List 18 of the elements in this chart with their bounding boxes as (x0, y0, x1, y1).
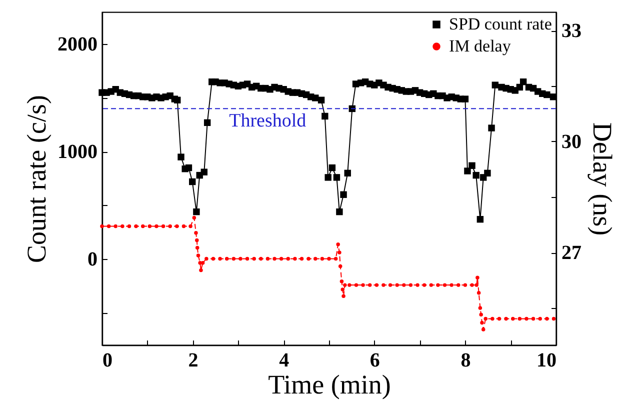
x-tick-label: 4 (279, 350, 290, 372)
x-tick-label: 2 (188, 350, 198, 372)
y2-tick-label: 27 (562, 242, 582, 264)
legend-label: IM delay (449, 36, 512, 56)
legend-label: SPD count rate (449, 14, 552, 34)
y-tick-label: 1000 (58, 141, 98, 164)
x-tick-label: 0 (102, 350, 112, 372)
x-tick-label: 6 (370, 350, 380, 372)
y-tick-label: 0 (88, 248, 98, 271)
ref-line-label: Threshold (229, 110, 307, 132)
x-tick-label: 8 (460, 350, 471, 372)
y-tick-label: 2000 (58, 34, 98, 56)
y2-axis-title: Delay (ns) (588, 122, 618, 236)
x-tick-label: 10 (536, 350, 556, 372)
x-axis-title: Time (min) (268, 370, 391, 400)
y-axis-title: Count rate (c/s) (22, 95, 52, 263)
y2-tick-label: 30 (562, 131, 582, 153)
y2-tick-label: 33 (562, 20, 582, 42)
